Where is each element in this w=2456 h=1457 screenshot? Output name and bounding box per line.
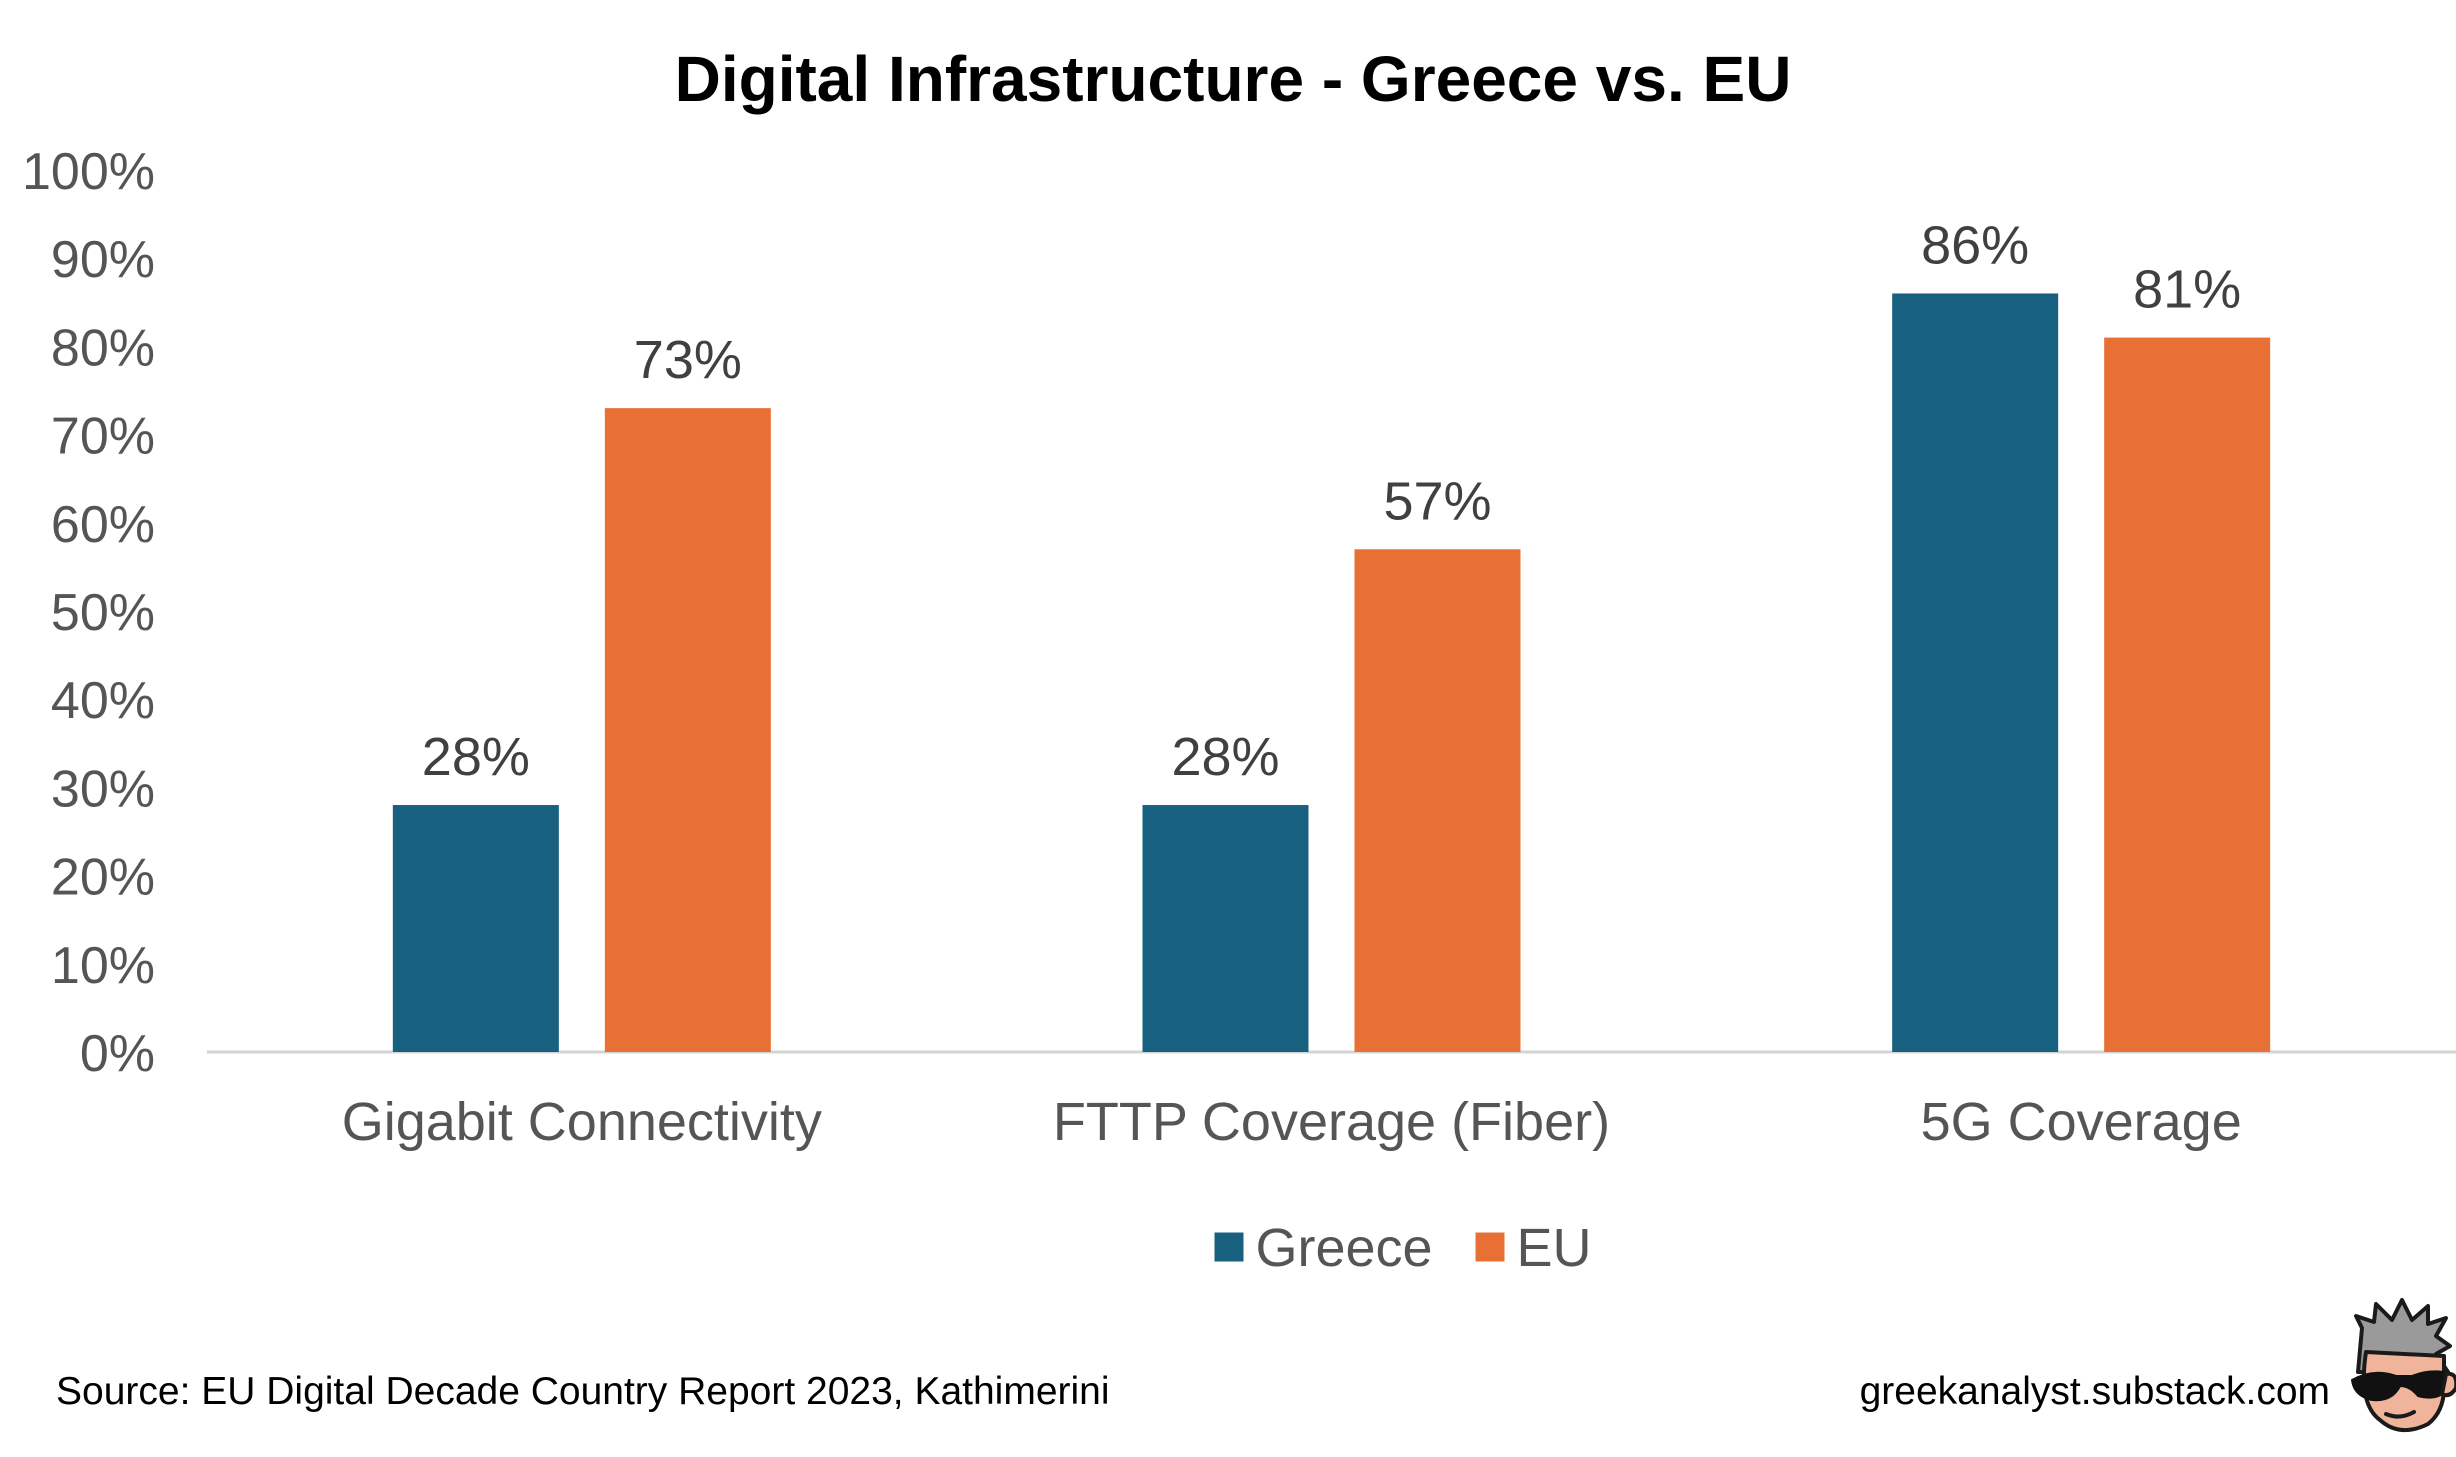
data-label-greece-5g-coverage: 86% [1921,215,2029,275]
y-tick-label: 80% [51,319,155,377]
chart-title: Digital Infrastructure - Greece vs. EU [675,43,1792,115]
y-tick-label: 30% [51,760,155,818]
bar-eu-fttp-coverage-fiber [1354,549,1521,1052]
data-label-eu-5g-coverage: 81% [2133,260,2241,320]
bar-eu-5g-coverage [2104,337,2271,1053]
y-tick-label: 20% [51,849,155,907]
y-tick-label: 40% [51,672,155,730]
legend: Greece EU [1214,1218,1592,1278]
y-axis: 0% 10% 20% 30% 40% 50% 60% 70% 80% 90% 100% [22,143,155,1083]
y-tick-label: 100% [22,143,155,201]
site-credit: greekanalyst.substack.com [1860,1370,2330,1413]
source-note: Source: EU Digital Decade Country Report… [56,1370,1110,1413]
y-tick-label: 0% [80,1025,155,1083]
x-category-label: FTTP Coverage (Fiber) [1053,1092,1610,1152]
data-label-greece-fttp-coverage-fiber: 28% [1171,727,1279,787]
legend-label-greece: Greece [1256,1218,1433,1278]
data-label-eu-fttp-coverage-fiber: 57% [1383,471,1491,531]
bar-eu-gigabit-connectivity [604,408,771,1052]
y-tick-label: 60% [51,496,155,554]
y-tick-label: 50% [51,584,155,642]
bar-greece-5g-coverage [1892,293,2059,1053]
legend-swatch-eu [1475,1232,1505,1262]
data-labels-group: 28% 73% 28% 57% 86% 81% [422,215,2241,787]
legend-label-eu: EU [1517,1218,1592,1278]
data-label-greece-gigabit-connectivity: 28% [422,727,530,787]
x-axis: Gigabit Connectivity FTTP Coverage (Fiber… [342,1092,2242,1152]
y-tick-label: 90% [51,231,155,289]
x-category-label: 5G Coverage [1921,1092,2242,1152]
sunglasses-mascot-icon [2350,1298,2456,1432]
y-tick-label: 10% [51,937,155,995]
bar-greece-gigabit-connectivity [392,805,559,1052]
legend-swatch-greece [1214,1232,1244,1262]
x-category-label: Gigabit Connectivity [342,1092,822,1152]
data-label-eu-gigabit-connectivity: 73% [634,330,742,390]
bars-group [392,293,2271,1053]
y-tick-label: 70% [51,408,155,466]
bar-greece-fttp-coverage-fiber [1142,805,1309,1052]
